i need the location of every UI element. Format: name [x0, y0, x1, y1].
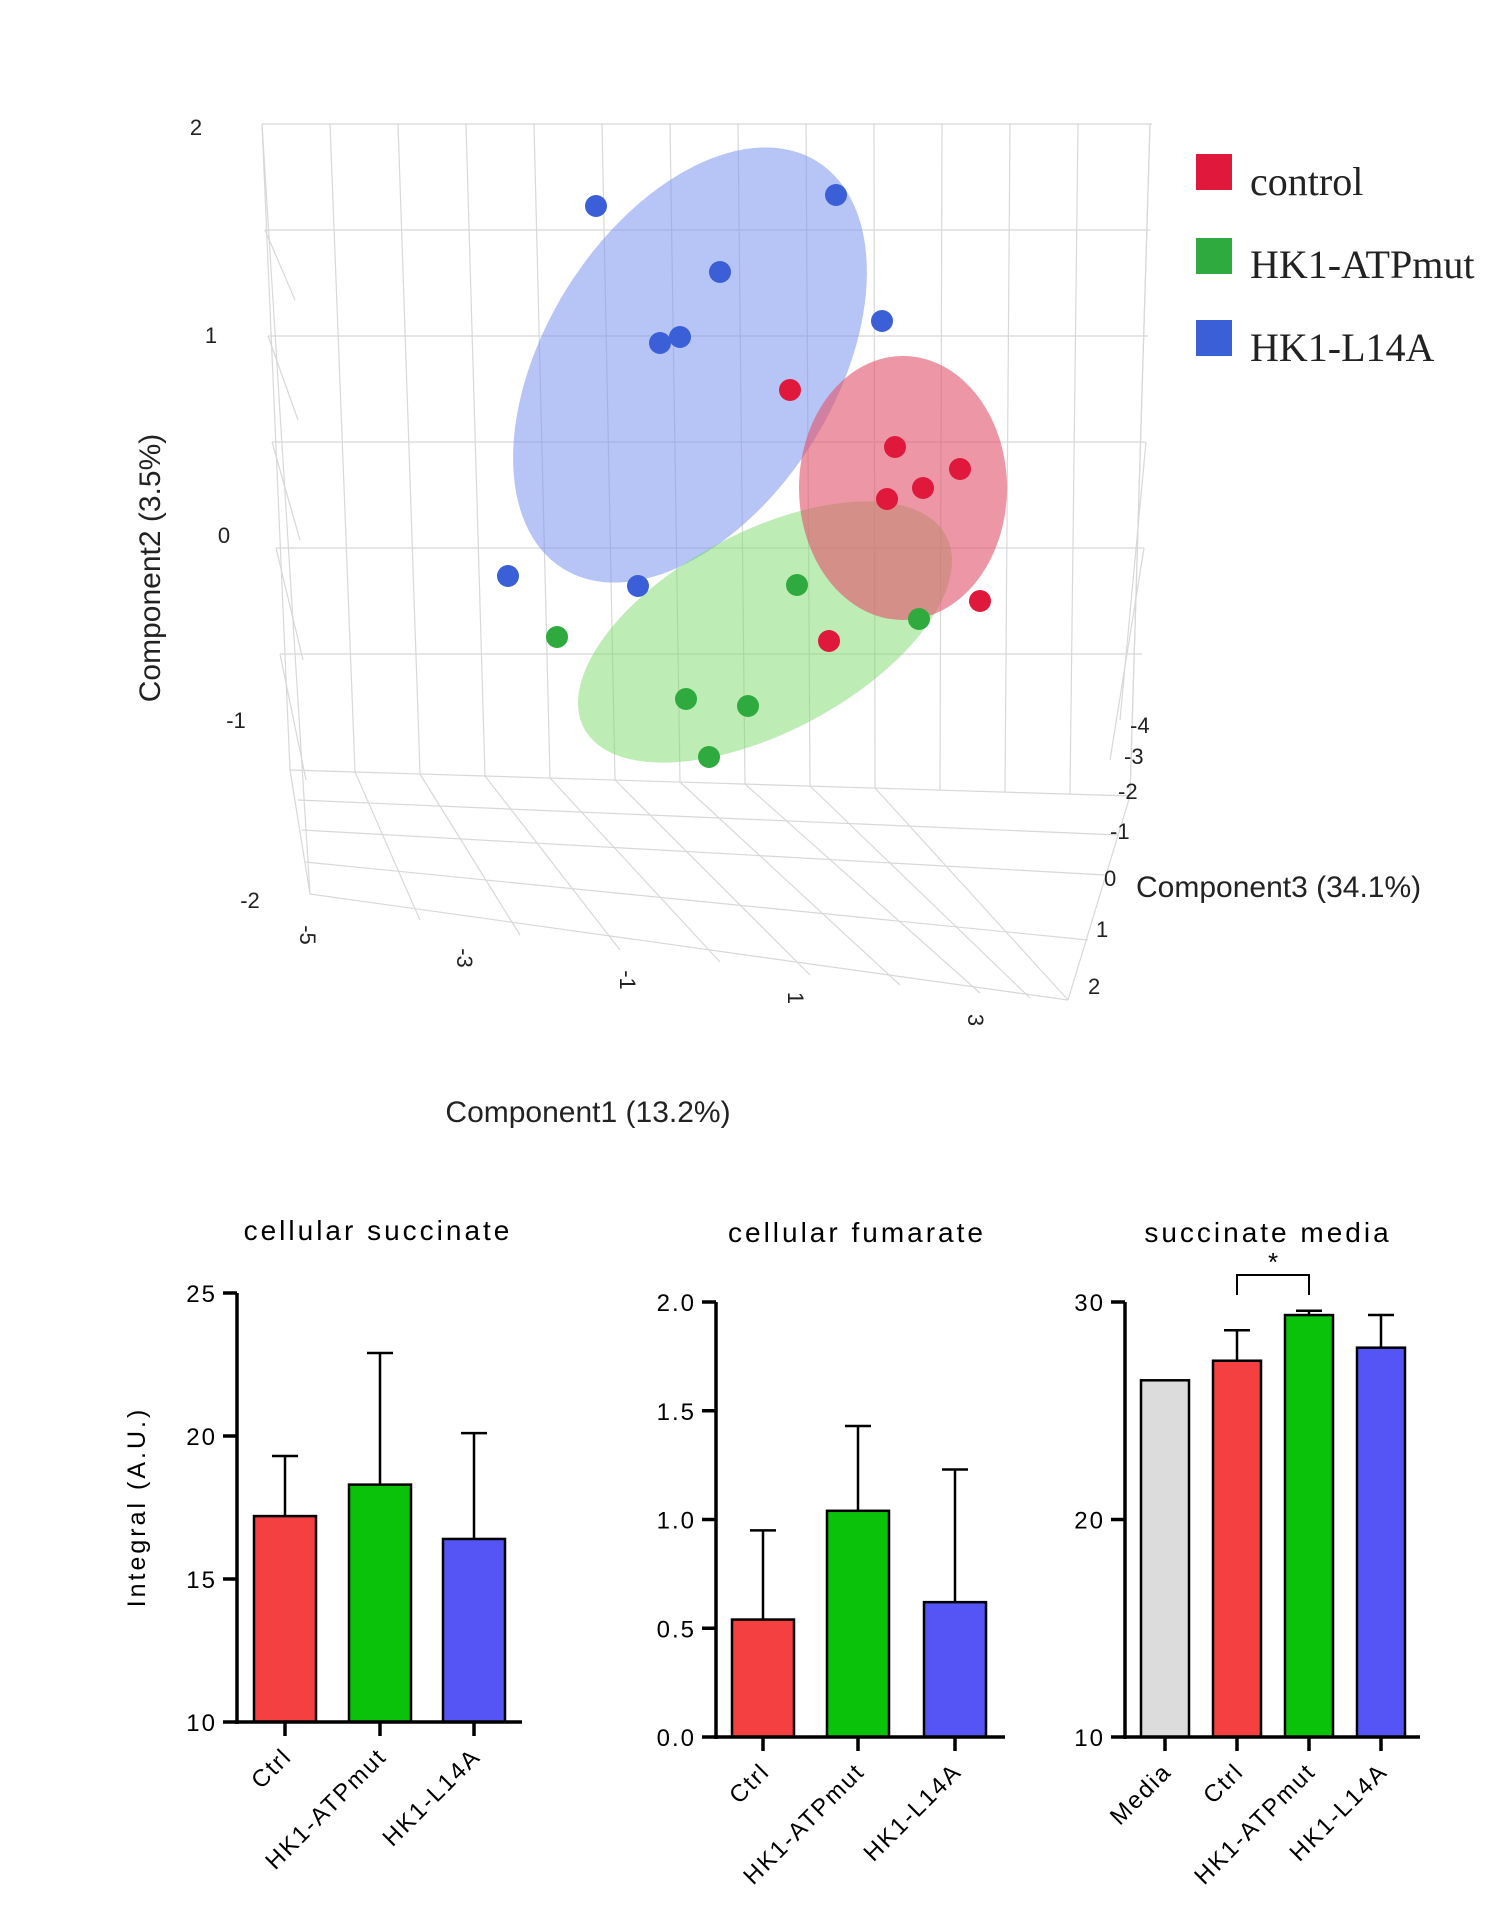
- y-tick-label: 1.0: [657, 1508, 696, 1535]
- bar: [1139, 1379, 1191, 1739]
- legend-swatch-control: [1196, 154, 1232, 190]
- y-tick-label: 10: [1074, 1725, 1105, 1752]
- x-tick-label: Ctrl: [724, 1758, 775, 1809]
- pca-x-axis-title: Component1 (13.2%): [445, 1096, 730, 1129]
- pca-point: [546, 626, 568, 648]
- pca-right-wall-grid: [1067, 123, 1151, 1001]
- pca-floor-grid: [289, 769, 1131, 1001]
- pca-y-tick: -1: [226, 708, 246, 733]
- l14a-points: [497, 184, 893, 597]
- x-tick-label: Ctrl: [246, 1743, 297, 1794]
- bar: [1355, 1346, 1407, 1739]
- pca-x-tick: -3: [452, 948, 477, 968]
- pca-z-axis-title: Component3 (34.1%): [1136, 871, 1421, 904]
- bar: [1283, 1313, 1335, 1739]
- y-tick-label: 30: [1074, 1290, 1105, 1317]
- pca-left-wall-grid: [261, 123, 311, 895]
- bar-chart-cellular-succinate: cellular succinate10152025CtrlHK1-ATPmut…: [186, 1215, 522, 1875]
- control-points: [779, 379, 991, 652]
- pca-point: [825, 184, 847, 206]
- bar: [347, 1483, 413, 1724]
- atpmut-points: [546, 574, 930, 768]
- pca-point: [876, 488, 898, 510]
- pca-point: [786, 574, 808, 596]
- chart-title: cellular succinate: [244, 1215, 513, 1246]
- significance-label: *: [1268, 1247, 1278, 1277]
- y-tick-label: 10: [186, 1710, 217, 1737]
- bar: [825, 1509, 891, 1739]
- bar: [252, 1514, 318, 1724]
- bar: [730, 1618, 796, 1739]
- pca-z-tick: -1: [1110, 819, 1130, 844]
- pca-point: [912, 477, 934, 499]
- pca-y-tick: 1: [205, 323, 217, 348]
- y-tick-label: 2.0: [657, 1290, 696, 1317]
- pca-legend: control HK1-ATPmut HK1-L14A: [1196, 154, 1474, 370]
- y-tick-label: 25: [186, 1281, 217, 1308]
- chart-title: succinate media: [1144, 1217, 1391, 1248]
- y-tick-label: 20: [1074, 1508, 1105, 1535]
- pca-z-tick: 0: [1104, 866, 1116, 891]
- pca-point: [884, 436, 906, 458]
- pca-x-tick: -5: [295, 925, 320, 945]
- pca-x-tick: 1: [783, 992, 808, 1004]
- pca-z-tick: -3: [1124, 744, 1144, 769]
- pca-point: [818, 630, 840, 652]
- x-tick-label: Media: [1105, 1758, 1177, 1830]
- pca-point: [949, 458, 971, 480]
- pca-point: [585, 195, 607, 217]
- pca-3d-scatter: 2 1 0 -1 -2 -5 -3 -1 1 3 -4 -3 -2 -1 0 1…: [134, 115, 1474, 1129]
- pca-point: [649, 332, 671, 354]
- legend-swatch-l14a: [1196, 320, 1232, 356]
- y-tick-label: 20: [186, 1424, 217, 1451]
- chart-title: cellular fumarate: [728, 1217, 986, 1248]
- pca-y-axis-title: Component2 (3.5%): [134, 434, 167, 702]
- legend-label-atpmut: HK1-ATPmut: [1250, 242, 1474, 287]
- y-tick-label: 0.0: [657, 1725, 696, 1752]
- pca-point: [627, 575, 649, 597]
- y-tick-label: 1.5: [657, 1399, 696, 1426]
- pca-point: [709, 261, 731, 283]
- pca-z-tick: -4: [1130, 713, 1150, 738]
- pca-point: [675, 688, 697, 710]
- y-tick-label: 15: [186, 1567, 217, 1594]
- x-tick-label: HK1-L14A: [378, 1743, 487, 1852]
- pca-point: [871, 310, 893, 332]
- legend-label-l14a: HK1-L14A: [1250, 325, 1435, 370]
- bar-y-axis-title: Integral (A.U.): [123, 1407, 151, 1608]
- pca-point: [969, 590, 991, 612]
- bar-chart-cellular-fumarate: cellular fumarate 0.0 0.5 1.0 1.5 2.0 Ctrl HK1-…: [657, 1217, 1005, 1890]
- pca-point: [779, 379, 801, 401]
- legend-label-control: control: [1250, 159, 1363, 204]
- pca-point: [737, 695, 759, 717]
- bar: [1211, 1359, 1263, 1739]
- pca-y-tick: 2: [190, 115, 202, 140]
- control-cluster-ellipse: [799, 356, 1007, 620]
- pca-z-tick: 2: [1088, 974, 1100, 999]
- bar: [922, 1600, 988, 1739]
- pca-z-tick: 1: [1096, 917, 1108, 942]
- pca-z-tick: -2: [1118, 779, 1138, 804]
- y-tick-label: 0.5: [657, 1616, 696, 1643]
- pca-point: [497, 565, 519, 587]
- legend-swatch-atpmut: [1196, 238, 1232, 274]
- pca-x-tick: 3: [963, 1014, 988, 1026]
- pca-point: [669, 326, 691, 348]
- pca-point: [908, 608, 930, 630]
- pca-point: [698, 746, 720, 768]
- pca-y-tick: 0: [218, 523, 230, 548]
- x-tick-label: Ctrl: [1198, 1758, 1249, 1809]
- l14a-cluster-ellipse: [513, 147, 867, 583]
- significance-bracket: [1236, 1274, 1310, 1295]
- pca-x-tick: -1: [615, 970, 640, 990]
- pca-y-tick: -2: [240, 888, 260, 913]
- x-tick-label: HK1-L14A: [859, 1758, 968, 1867]
- bar: [441, 1537, 507, 1724]
